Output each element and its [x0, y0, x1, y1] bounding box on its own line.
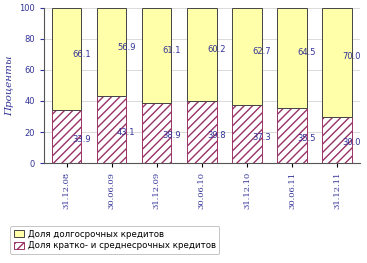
Text: 33.9: 33.9 — [72, 135, 91, 144]
Bar — [142, 8, 171, 103]
Text: 39.8: 39.8 — [207, 131, 226, 140]
Text: 43.1: 43.1 — [117, 128, 135, 138]
Bar — [52, 8, 81, 110]
Bar — [232, 8, 262, 105]
Text: 70.0: 70.0 — [342, 52, 361, 61]
Bar — [97, 8, 126, 96]
Bar — [142, 103, 171, 163]
Text: 61.1: 61.1 — [162, 46, 181, 55]
Bar — [277, 8, 307, 108]
Bar — [187, 101, 217, 163]
Text: 66.1: 66.1 — [72, 49, 91, 59]
Bar — [232, 105, 262, 163]
Bar — [323, 117, 352, 163]
Text: 64.5: 64.5 — [297, 48, 316, 57]
Text: 38.9: 38.9 — [162, 132, 181, 140]
Text: 56.9: 56.9 — [117, 43, 135, 52]
Bar — [97, 96, 126, 163]
Text: 35.5: 35.5 — [297, 134, 316, 143]
Text: 62.7: 62.7 — [252, 47, 271, 56]
Bar — [187, 8, 217, 101]
Bar — [323, 8, 352, 117]
Bar — [52, 110, 81, 163]
Legend: Доля долгосрочных кредитов, Доля кратко- и среднесрочных кредитов: Доля долгосрочных кредитов, Доля кратко-… — [11, 226, 219, 254]
Y-axis label: Проценты: Проценты — [5, 55, 14, 116]
Text: 37.3: 37.3 — [252, 133, 271, 141]
Bar — [277, 108, 307, 163]
Text: 60.2: 60.2 — [207, 45, 226, 54]
Text: 30.0: 30.0 — [342, 138, 361, 146]
